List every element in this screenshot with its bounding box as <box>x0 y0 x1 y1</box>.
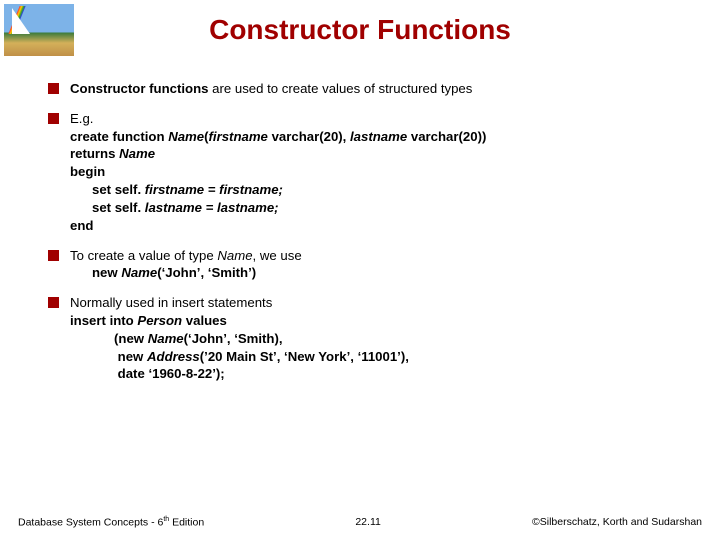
text-bold: Constructor functions <box>70 81 208 96</box>
text-bold: insert into <box>70 313 137 328</box>
bullet-item: To create a value of type Name, we use n… <box>48 247 680 283</box>
text-bolditalic: Name <box>168 129 204 144</box>
slide: Constructor Functions Constructor functi… <box>0 0 720 540</box>
text: E.g. <box>70 111 93 126</box>
text-bolditalic: Person <box>137 313 185 328</box>
text-bold: begin <box>70 164 105 179</box>
footer-left: Database System Concepts - 6th Edition <box>18 516 204 529</box>
text-bold: new <box>118 331 147 346</box>
bullet-item: Constructor functions are used to create… <box>48 80 680 98</box>
text-bold: varchar <box>411 129 459 144</box>
text-italic: Name <box>217 248 252 263</box>
text-bold: returns <box>70 146 119 161</box>
text: are used to create values of structured … <box>208 81 472 96</box>
text-bold: ‘1960-8-22’); <box>148 366 224 381</box>
bullet-square-icon <box>48 83 59 94</box>
text-bold: (20)) <box>459 129 487 144</box>
bullet-square-icon <box>48 113 59 124</box>
slide-content: Constructor functions are used to create… <box>48 80 680 395</box>
footer-left-text2: Edition <box>169 516 204 528</box>
text-bold: (‘John’, ‘Smith’) <box>157 265 256 280</box>
footer-center: 22.11 <box>204 516 532 528</box>
text-bold: values <box>186 313 227 328</box>
text-bold: new <box>118 349 147 364</box>
footer-right: ©Silberschatz, Korth and Sudarshan <box>532 516 702 528</box>
text-bolditalic: Address <box>147 349 200 364</box>
text-bolditalic: lastname <box>350 129 411 144</box>
text-bolditalic: Name <box>119 146 155 161</box>
text-bold: set self. <box>92 200 145 215</box>
text-bolditalic: lastname = lastname; <box>145 200 279 215</box>
text-bold: new <box>92 265 121 280</box>
text: , we use <box>253 248 302 263</box>
text-bold: create function <box>70 129 168 144</box>
bullet-square-icon <box>48 250 59 261</box>
text-bolditalic: Name <box>148 331 184 346</box>
text-bold: (20), <box>319 129 350 144</box>
footer-left-text: Database System Concepts - 6 <box>18 516 163 528</box>
bullet-item: E.g. create function Name(firstname varc… <box>48 110 680 235</box>
bullet-square-icon <box>48 297 59 308</box>
text: Normally used in insert statements <box>70 295 272 310</box>
text-bold: end <box>70 218 93 233</box>
text-bolditalic: firstname = firstname; <box>145 182 283 197</box>
text-bold: (’20 Main St’, ‘New York’, ‘11001’), <box>200 349 409 364</box>
slide-footer: Database System Concepts - 6th Edition 2… <box>18 516 702 529</box>
text-bold: (‘John’, ‘Smith), <box>184 331 283 346</box>
text-bold: date <box>118 366 149 381</box>
text: To create a value of type <box>70 248 217 263</box>
bullet-item: Normally used in insert statements inser… <box>48 294 680 383</box>
text-bolditalic: Name <box>121 265 157 280</box>
text-bolditalic: firstname <box>209 129 272 144</box>
slide-title: Constructor Functions <box>0 14 720 46</box>
text-bold: varchar <box>272 129 320 144</box>
text-bold: set self. <box>92 182 145 197</box>
